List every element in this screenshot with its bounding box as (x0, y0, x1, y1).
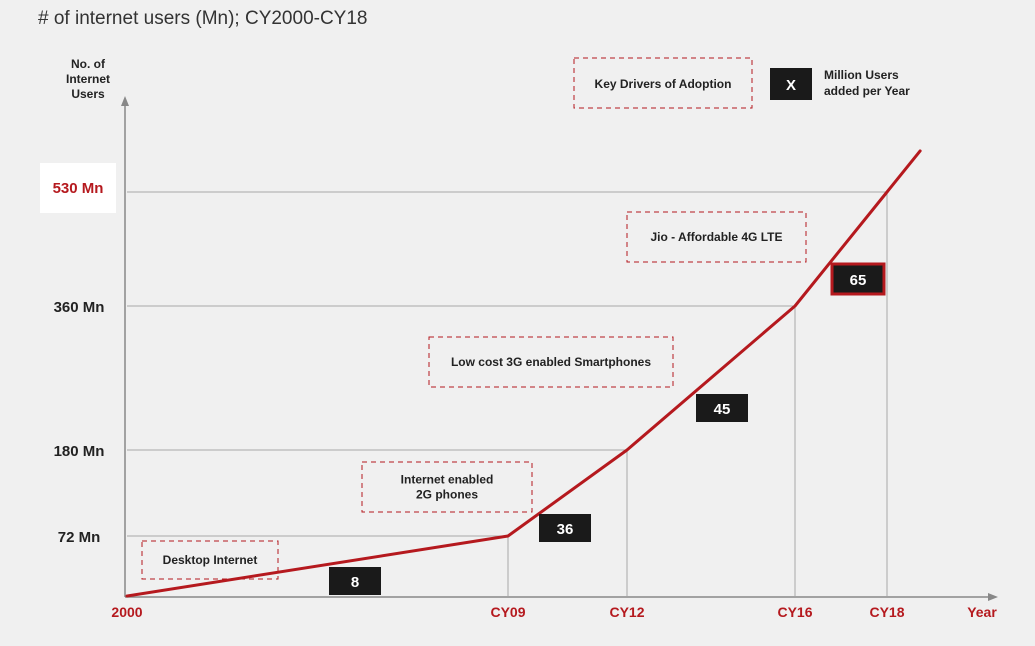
legend-drivers-label: Key Drivers of Adoption (595, 77, 732, 91)
y-tick-label: 180 Mn (54, 443, 105, 460)
growth-value: 45 (714, 401, 731, 418)
legend-marker-text: Million Users (824, 68, 899, 82)
y-axis-label: Users (71, 87, 105, 101)
growth-box (830, 262, 886, 296)
x-axis-arrow (988, 593, 998, 601)
y-axis-label: No. of (71, 57, 106, 71)
x-axis-label: Year (967, 604, 997, 620)
driver-label: 2G phones (416, 488, 478, 502)
legend-drivers-box (573, 57, 753, 109)
x-tick-label: CY18 (869, 604, 904, 620)
x-tick-label: CY12 (609, 604, 644, 620)
growth-box (696, 394, 748, 422)
x-tick-label: CY09 (490, 604, 525, 620)
series-line (125, 149, 922, 598)
driver-label: Desktop Internet (163, 553, 258, 567)
y-tick-label: 530 Mn (53, 180, 104, 197)
driver-label: Low cost 3G enabled Smartphones (451, 355, 651, 369)
legend-marker-text: added per Year (824, 84, 910, 98)
y-axis-arrow (121, 96, 129, 106)
growth-box (329, 567, 381, 595)
driver-label: Jio - Affordable 4G LTE (650, 230, 782, 244)
y-tick-label: 72 Mn (58, 529, 101, 546)
driver-box (428, 336, 674, 388)
legend-marker-symbol: X (786, 77, 796, 94)
driver-box (626, 211, 807, 263)
y-axis-label: Internet (66, 72, 110, 86)
driver-box (361, 461, 533, 513)
growth-value: 65 (850, 272, 867, 289)
x-tick-label: CY16 (777, 604, 812, 620)
growth-value: 36 (557, 521, 574, 538)
driver-label: Internet enabled (401, 473, 494, 487)
page-title: # of internet users (Mn); CY2000-CY18 (38, 8, 368, 29)
growth-value: 8 (351, 574, 359, 591)
driver-box (141, 540, 279, 580)
y-tick-highlight-bg (40, 163, 116, 213)
x-tick-label: 2000 (111, 604, 142, 620)
y-tick-label: 360 Mn (54, 299, 105, 316)
growth-box (539, 514, 591, 542)
legend-marker-box (770, 68, 812, 100)
